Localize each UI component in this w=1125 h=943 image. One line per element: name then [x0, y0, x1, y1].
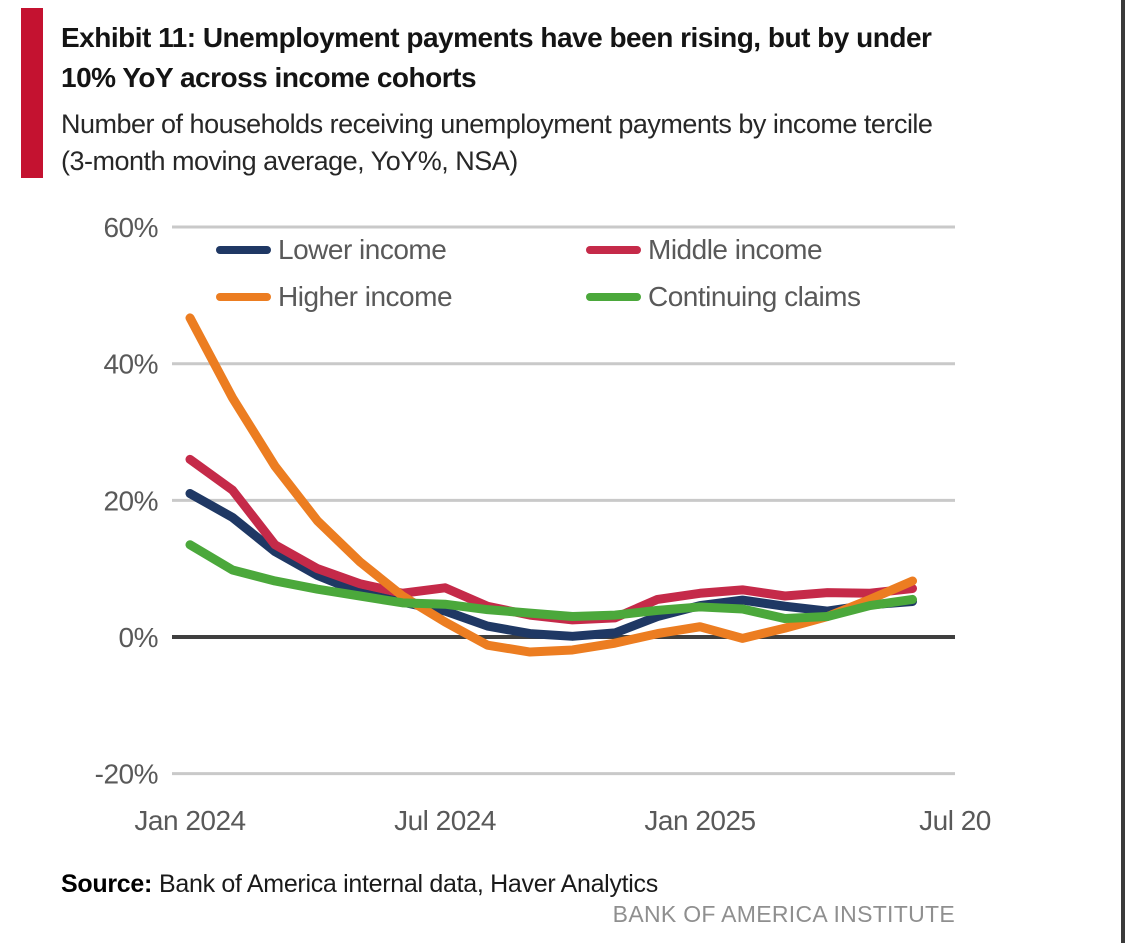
y-tick-label: 60% [103, 212, 158, 243]
legend-label-lower-income: Lower income [278, 234, 447, 265]
legend-label-middle-income: Middle income [648, 234, 823, 265]
legend-label-continuing-claims: Continuing claims [648, 281, 861, 312]
legend-item-continuing-claims: Continuing claims [586, 280, 861, 314]
series-line-middle-income [185, 454, 917, 625]
legend-label-higher-income: Higher income [278, 281, 453, 312]
y-tick-label: 0% [119, 622, 158, 653]
accent-bar [21, 8, 43, 178]
y-tick-label: 40% [103, 349, 158, 380]
legend-key-higher-income [216, 293, 271, 301]
source-note: Source: Bank of America internal data, Ha… [61, 870, 658, 899]
series-line-higher-income [185, 313, 917, 657]
y-tick-label: 20% [103, 485, 158, 516]
institute-branding: BANK OF AMERICA INSTITUTE [612, 901, 955, 927]
legend-key-lower-income [216, 246, 271, 254]
legend-item-lower-income: Lower income [216, 233, 586, 267]
x-tick-label: Jul 20 [919, 805, 991, 836]
exhibit-title: Exhibit 11: Unemployment payments have b… [61, 22, 932, 93]
chart-header: Exhibit 11: Unemployment payments have b… [61, 18, 1001, 180]
y-tick-label: -20% [95, 759, 158, 790]
series-line-continuing-claims [185, 540, 917, 624]
x-tick-label: Jan 2024 [134, 805, 245, 836]
legend-key-middle-income [586, 246, 641, 254]
exhibit-subtitle: Number of households receiving unemploym… [61, 109, 933, 176]
x-tick-label: Jan 2025 [644, 805, 755, 836]
x-tick-label: Jul 2024 [394, 805, 496, 836]
legend-item-middle-income: Middle income [586, 233, 861, 267]
legend-key-continuing-claims [586, 293, 641, 301]
chart-legend: Lower income Middle income Higher income… [216, 233, 861, 314]
series-line-lower-income [185, 489, 917, 641]
legend-item-higher-income: Higher income [216, 280, 586, 314]
source-label: Source: [61, 870, 152, 898]
source-text: Bank of America internal data, Haver Ana… [158, 870, 658, 898]
